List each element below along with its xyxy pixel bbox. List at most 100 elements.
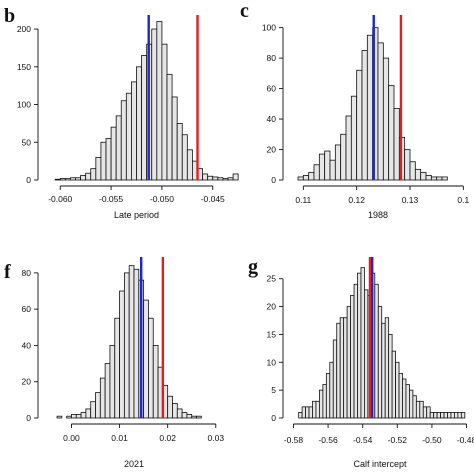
y-tick-label: 25	[267, 274, 277, 284]
histogram-bar	[128, 265, 135, 419]
x-axis-title: Late period	[114, 210, 159, 220]
histogram-bar	[70, 177, 76, 181]
histogram-bar	[297, 176, 304, 181]
x-tick-label: -0.50	[422, 435, 442, 445]
histogram-bar	[90, 168, 97, 181]
panel-c: c 0 20 40 60 80 100 0.11 0.12 0.13 0.1 1988	[240, 0, 470, 220]
x-tick-label: -0.045	[201, 194, 225, 204]
histogram-bar	[329, 159, 336, 181]
histogram-bar	[166, 73, 173, 181]
histogram-bar	[104, 363, 111, 419]
histogram-bar	[343, 317, 348, 419]
histogram-bar	[336, 322, 341, 419]
histogram-bar	[334, 144, 342, 181]
x-tick-label: 0.03	[208, 433, 225, 443]
histogram-bar	[305, 406, 310, 419]
histogram-bar	[322, 384, 327, 419]
histogram-bar	[176, 122, 183, 181]
y-tick-label: 80	[267, 53, 277, 63]
histogram-bar	[441, 176, 448, 181]
histogram-bar	[398, 373, 403, 419]
histogram-bar	[429, 412, 435, 419]
histogram-bar	[377, 42, 384, 181]
histogram-bar	[430, 176, 438, 181]
histogram-bar	[425, 175, 432, 181]
histogram-bar	[325, 373, 331, 419]
x-tick-label: -0.050	[150, 194, 174, 204]
histogram-bar	[388, 334, 393, 419]
histogram-bar	[420, 171, 427, 181]
x-axis-title: Calf intercept	[353, 459, 407, 469]
x-tick-label: -0.055	[99, 194, 123, 204]
histogram-bar	[366, 34, 374, 181]
histogram-bar	[80, 175, 87, 181]
histogram-bar	[212, 176, 219, 181]
x-tick-label: -0.060	[48, 194, 72, 204]
y-tick-label: 20	[267, 145, 277, 155]
y-tick-label: 80	[22, 268, 32, 278]
panel-letter: g	[248, 256, 258, 278]
histogram-bar	[357, 272, 362, 419]
histogram-bar	[391, 350, 396, 419]
histogram-bar	[99, 377, 106, 419]
histogram-bar	[443, 412, 448, 419]
histogram-bar	[384, 317, 390, 419]
histogram-bar	[404, 149, 411, 181]
histogram-bar	[176, 408, 183, 419]
histogram-bar	[405, 384, 410, 419]
histogram-bar	[402, 378, 407, 419]
x-tick-label: -0.58	[284, 435, 304, 445]
histogram-bar	[148, 317, 154, 419]
histogram-bar	[433, 412, 438, 419]
y-tick-label: 50	[22, 137, 32, 147]
histogram-bar	[450, 412, 455, 419]
histogram-bar	[395, 361, 400, 419]
histogram-bar	[447, 412, 452, 419]
histogram-bar	[319, 389, 324, 419]
y-tick-label: 0	[271, 175, 276, 185]
histogram-bar	[186, 149, 193, 181]
histogram-bar	[75, 177, 81, 181]
x-tick-label: 0.11	[295, 195, 311, 205]
panel-letter: b	[4, 5, 15, 27]
histogram-bar	[457, 412, 462, 419]
histogram-bar	[196, 415, 202, 419]
histogram-bar	[161, 43, 168, 181]
y-tick-label: 20	[22, 377, 32, 387]
histogram-bar	[80, 412, 87, 419]
histogram-bar	[125, 92, 132, 181]
x-tick-label: 0.13	[402, 195, 419, 205]
histogram-bar	[312, 400, 317, 419]
histogram-bar	[217, 177, 224, 181]
panel-f: f 0 20 40 60 80 0.00 0.01 0.02 0.03 2021	[4, 257, 224, 469]
y-tick-label: 10	[267, 357, 277, 367]
histogram-bar	[377, 306, 383, 419]
histogram-bar	[109, 345, 116, 419]
histogram-bar	[222, 178, 229, 181]
y-tick-label: 60	[267, 84, 277, 94]
histogram-bar	[120, 100, 127, 181]
x-tick-label: 0.01	[111, 433, 128, 443]
histogram-bar	[345, 115, 352, 181]
histogram-bar	[100, 141, 107, 181]
y-tick-label: 0	[271, 413, 276, 423]
histogram-bar	[115, 115, 122, 181]
histogram-bar	[388, 85, 395, 181]
histogram-bar	[409, 161, 416, 181]
histogram-bar	[329, 361, 334, 419]
histogram-bar	[426, 406, 431, 419]
histogram-bar	[207, 175, 214, 181]
histogram-bar	[232, 173, 239, 181]
histogram-bar	[119, 290, 125, 419]
histogram-bar	[454, 412, 459, 419]
histogram-bar	[186, 413, 193, 419]
histogram-bar	[110, 126, 117, 181]
histogram-bar	[131, 81, 137, 181]
histogram-bar	[152, 345, 159, 419]
histogram-bar	[414, 168, 422, 181]
histogram-bar	[143, 299, 149, 419]
y-tick-label: 40	[267, 114, 277, 124]
histogram-bar	[374, 283, 379, 419]
histogram-bar	[350, 295, 355, 419]
